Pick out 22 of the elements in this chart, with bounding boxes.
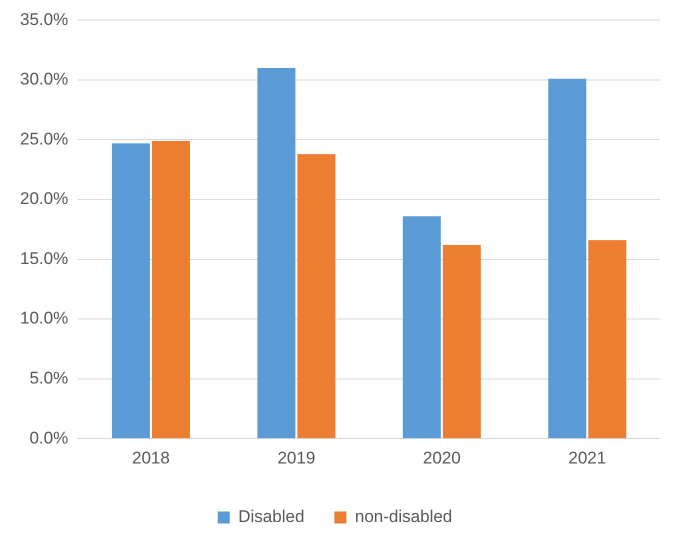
x-tick-label: 2020 bbox=[422, 448, 461, 468]
x-tick-label: 2021 bbox=[568, 448, 606, 468]
legend-label: Disabled bbox=[238, 507, 304, 526]
bar bbox=[152, 140, 190, 438]
legend-label: non-disabled bbox=[354, 507, 452, 526]
y-tick-label: 25.0% bbox=[20, 129, 68, 148]
y-tick-label: 10.0% bbox=[20, 308, 68, 328]
bar bbox=[112, 143, 150, 438]
bar bbox=[257, 68, 296, 438]
x-tick-label: 2018 bbox=[132, 448, 170, 468]
bar bbox=[402, 216, 441, 438]
bar bbox=[442, 244, 481, 438]
bar bbox=[588, 240, 626, 438]
x-tick-label: 2019 bbox=[277, 448, 316, 468]
bar bbox=[297, 154, 336, 438]
y-tick-label: 15.0% bbox=[20, 248, 68, 268]
y-tick-label: 0.0% bbox=[29, 428, 68, 448]
y-tick-label: 20.0% bbox=[20, 189, 68, 208]
bar bbox=[548, 78, 586, 438]
y-tick-label: 30.0% bbox=[20, 70, 68, 89]
y-tick-label: 5.0% bbox=[29, 368, 68, 388]
y-tick-label: 35.0% bbox=[20, 10, 68, 29]
